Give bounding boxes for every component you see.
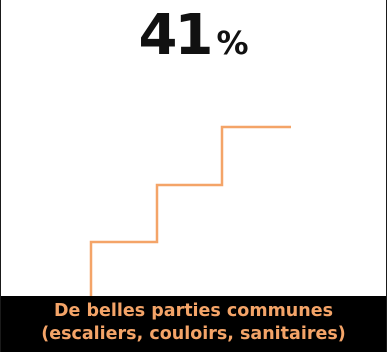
stat-percentage: 41% [1, 8, 386, 64]
caption-line-2: (escaliers, couloirs, sanitaires) [41, 324, 346, 344]
caption-banner: De belles parties communes (escaliers, c… [1, 296, 386, 352]
stat-unit: % [216, 24, 249, 62]
caption-line-1: De belles parties communes [53, 301, 334, 321]
stairs-outline [89, 125, 291, 296]
stat-value: 41 [138, 3, 214, 68]
